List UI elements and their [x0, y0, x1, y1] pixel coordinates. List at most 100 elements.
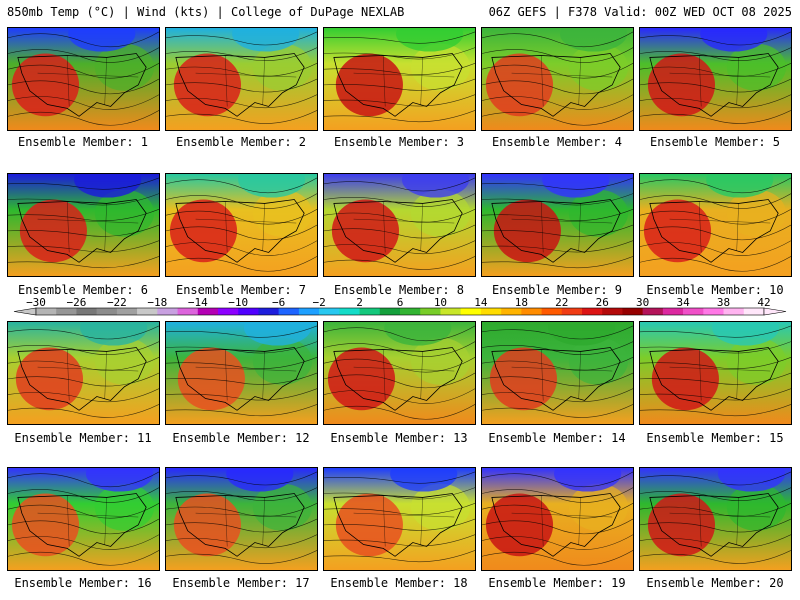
colorbar-swatch	[521, 308, 542, 315]
colorbar-tick-label: −26	[67, 297, 87, 309]
temperature-map	[166, 468, 317, 570]
colorbar-swatch	[177, 308, 199, 315]
temperature-colorbar: −30 −26 −22 −18 −14 −10 −6 −2 2 6 10 14 18 22 26 30 34 38…	[0, 297, 800, 321]
colorbar-tick-label: 2	[356, 297, 363, 309]
colorbar-swatch	[582, 308, 603, 315]
warm-core-region	[173, 53, 242, 117]
ensemble-member-label: Ensemble Member: 15	[646, 431, 784, 445]
ensemble-map-panel	[639, 173, 792, 277]
colorbar-tick-label: 6	[397, 297, 404, 309]
colorbar-swatch	[703, 308, 724, 315]
temperature-map	[324, 468, 475, 570]
warm-core-region	[647, 53, 716, 117]
ensemble-map-panel	[323, 321, 476, 425]
ensemble-map-panel	[481, 467, 634, 571]
ensemble-map-panel	[323, 173, 476, 277]
ensemble-map-panel	[7, 27, 160, 131]
temperature-map	[640, 322, 791, 424]
warm-core-region	[493, 199, 561, 263]
colorbar-swatch	[662, 308, 684, 315]
colorbar-swatch	[238, 308, 259, 315]
colorbar-tick-label: 22	[555, 297, 568, 309]
colorbar-swatch	[460, 308, 482, 315]
warm-core-region	[485, 493, 554, 557]
warm-core-region	[177, 347, 245, 411]
temperature-map	[640, 28, 791, 130]
temperature-map	[482, 468, 633, 570]
colorbar-swatch	[278, 308, 300, 315]
colorbar-tick-label: 18	[515, 297, 528, 309]
ensemble-member-label: Ensemble Member: 5	[649, 135, 781, 149]
colorbar-tick-label: −30	[26, 297, 46, 309]
colorbar-swatch	[157, 308, 178, 315]
warm-core-region	[169, 199, 238, 263]
colorbar-swatch	[541, 308, 563, 315]
colorbar-swatch	[642, 308, 664, 315]
colorbar-swatch	[400, 308, 421, 315]
colorbar-tick-label: 34	[676, 297, 690, 309]
ensemble-map-panel	[165, 27, 318, 131]
ensemble-member-label: Ensemble Member: 11	[14, 431, 152, 445]
ensemble-member-label: Ensemble Member: 7	[175, 283, 307, 297]
colorbar-tick-label: −22	[107, 297, 127, 309]
warm-core-region	[15, 347, 84, 411]
colorbar-tick-label: 10	[434, 297, 447, 309]
ensemble-map-panel	[639, 27, 792, 131]
colorbar-tick-label: 14	[474, 297, 488, 309]
ensemble-member-label: Ensemble Member: 14	[488, 431, 626, 445]
colorbar-swatch	[480, 308, 502, 315]
temperature-map	[640, 174, 791, 276]
temperature-map	[8, 322, 159, 424]
warm-core-region	[327, 347, 396, 411]
temperature-map	[8, 28, 159, 130]
colorbar-swatch	[218, 308, 239, 315]
temperature-map	[482, 322, 633, 424]
warm-core-region	[335, 53, 403, 117]
ensemble-map-panel	[165, 321, 318, 425]
ensemble-member-label: Ensemble Member: 20	[646, 576, 784, 590]
ensemble-map-panel	[323, 467, 476, 571]
colorbar-max-arrow	[763, 307, 787, 316]
temperature-map	[8, 174, 159, 276]
colorbar-swatch	[258, 308, 279, 315]
ensemble-member-label: Ensemble Member: 2	[175, 135, 307, 149]
temperature-map	[8, 468, 159, 570]
colorbar-min-arrow	[13, 307, 37, 316]
colorbar-swatch	[319, 308, 340, 315]
temperature-map	[482, 174, 633, 276]
ensemble-member-label: Ensemble Member: 9	[491, 283, 623, 297]
colorbar-swatch	[96, 308, 118, 315]
ensemble-map-panel	[639, 321, 792, 425]
colorbar-swatch	[501, 308, 522, 315]
colorbar-tick-label: 26	[596, 297, 609, 309]
ensemble-member-label: Ensemble Member: 19	[488, 576, 626, 590]
colorbar-tick-label: 30	[636, 297, 649, 309]
colorbar-swatch	[137, 308, 158, 315]
colorbar-swatch	[197, 308, 219, 315]
warm-core-region	[485, 53, 554, 117]
warm-core-region	[489, 347, 558, 411]
ensemble-map-panel	[7, 173, 160, 277]
colorbar-swatch	[561, 308, 583, 315]
colorbar-swatch	[339, 308, 360, 315]
warm-core-region	[173, 493, 242, 557]
ensemble-map-panel	[7, 321, 160, 425]
colorbar-tick-label: −10	[228, 297, 248, 309]
colorbar-swatch	[56, 308, 77, 315]
colorbar-tick-label: 38	[717, 297, 730, 309]
warm-core-region	[651, 347, 719, 411]
ensemble-member-label: Ensemble Member: 16	[14, 576, 152, 590]
colorbar-swatch	[723, 308, 745, 315]
colorbar-swatch	[683, 308, 704, 315]
temperature-map	[166, 322, 317, 424]
colorbar-swatch	[116, 308, 138, 315]
ensemble-member-label: Ensemble Member: 8	[333, 283, 465, 297]
temperature-map	[482, 28, 633, 130]
ensemble-map-panel	[481, 173, 634, 277]
temperature-map	[640, 468, 791, 570]
temperature-map	[324, 28, 475, 130]
colorbar-svg: −30 −26 −22 −18 −14 −10 −6 −2 2 6 10 14 18 22 26 30 34 38…	[13, 297, 787, 316]
warm-core-region	[11, 493, 80, 557]
ensemble-member-label: Ensemble Member: 17	[172, 576, 310, 590]
warm-core-region	[19, 199, 87, 263]
